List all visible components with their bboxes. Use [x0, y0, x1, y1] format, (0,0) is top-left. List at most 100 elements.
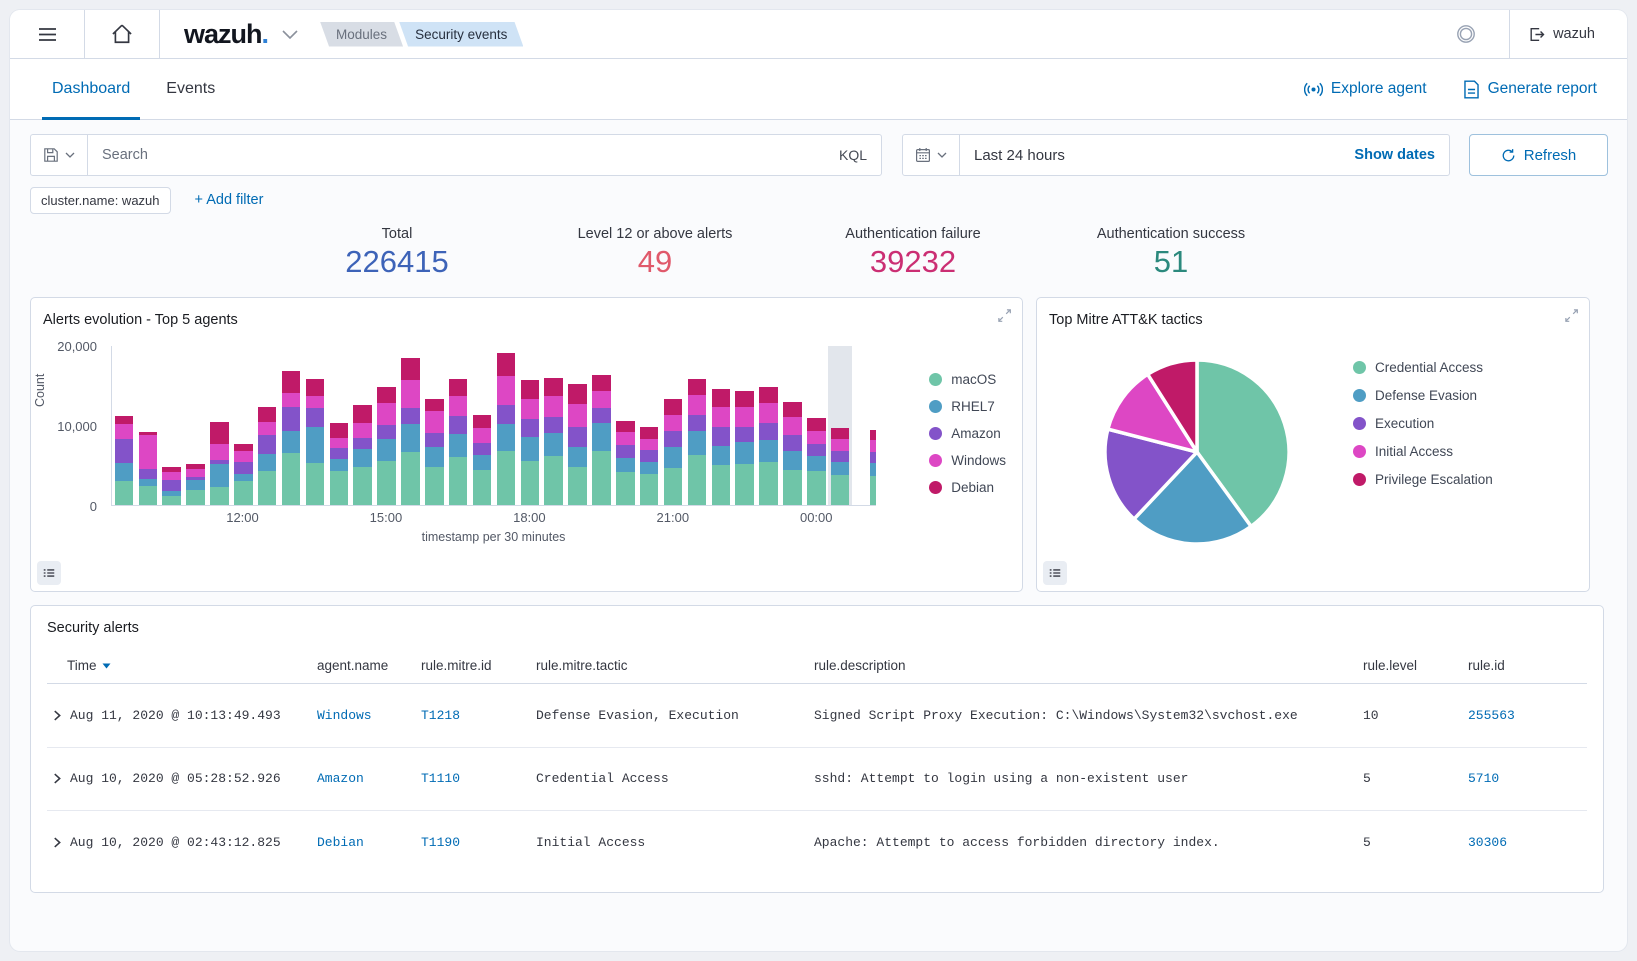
- bar-16:00[interactable]: [422, 346, 446, 505]
- cell-rule-id[interactable]: 5710: [1468, 771, 1500, 787]
- bar-10:00[interactable]: [136, 346, 160, 505]
- bar-16:30[interactable]: [446, 346, 470, 505]
- bar-12:30[interactable]: [255, 346, 279, 505]
- bar-15:00[interactable]: [375, 346, 399, 505]
- stat-value[interactable]: 49: [637, 244, 673, 279]
- legend-item-privilege-escalation[interactable]: Privilege Escalation: [1353, 472, 1493, 487]
- pie-slice-defense-evasion[interactable]: [1132, 450, 1253, 546]
- legend-item-execution[interactable]: Execution: [1353, 416, 1493, 431]
- bar-22:00[interactable]: [709, 346, 733, 505]
- cell-agent-name[interactable]: Debian: [317, 835, 364, 851]
- column-header-rule-level[interactable]: rule.level: [1363, 658, 1468, 673]
- legend-item-macOS[interactable]: macOS: [929, 372, 1006, 387]
- stat-value[interactable]: 39232: [869, 244, 957, 279]
- logout-user-button[interactable]: wazuh: [1510, 10, 1627, 58]
- bar-00:30[interactable]: [828, 346, 853, 505]
- refresh-button[interactable]: Refresh: [1469, 134, 1608, 176]
- column-header-rule-mitre-tactic[interactable]: rule.mitre.tactic: [536, 658, 814, 673]
- bar-19:00[interactable]: [566, 346, 590, 505]
- bar-11:30[interactable]: [208, 346, 232, 505]
- legend-item-credential-access[interactable]: Credential Access: [1353, 360, 1493, 375]
- bar-15:30[interactable]: [399, 346, 423, 505]
- bar-10:30[interactable]: [160, 346, 184, 505]
- kql-language-button[interactable]: KQL: [838, 147, 867, 163]
- bar-segment-Debian: [162, 467, 181, 473]
- breadcrumb-security-events[interactable]: Security events: [399, 22, 523, 47]
- bar-21:30[interactable]: [685, 346, 709, 505]
- bar-14:00[interactable]: [327, 346, 351, 505]
- bar-12:00[interactable]: [231, 346, 255, 505]
- column-header-time[interactable]: Time: [47, 658, 317, 673]
- cell-agent-name[interactable]: Amazon: [317, 771, 364, 787]
- tab-dashboard[interactable]: Dashboard: [42, 59, 141, 120]
- bar-segment-Debian: [281, 371, 301, 394]
- bar-segment-Amazon: [639, 449, 659, 462]
- bar-13:30[interactable]: [303, 346, 327, 505]
- bar-14:30[interactable]: [351, 346, 375, 505]
- bar-13:00[interactable]: [279, 346, 303, 505]
- bar-segment-RHEL7: [401, 424, 420, 453]
- legend-item-defense-evasion[interactable]: Defense Evasion: [1353, 388, 1493, 403]
- generate-report-button[interactable]: Generate report: [1463, 79, 1597, 99]
- column-header-rule-mitre-id[interactable]: rule.mitre.id: [421, 658, 536, 673]
- pie-slice-execution[interactable]: [1103, 427, 1199, 521]
- cell-agent-name[interactable]: Windows: [317, 707, 372, 723]
- time-range-value[interactable]: Last 24 hours: [974, 146, 1065, 164]
- bar-17:30[interactable]: [494, 346, 518, 505]
- row-expand-icon[interactable]: [53, 710, 62, 721]
- bar-00:00[interactable]: [804, 346, 828, 505]
- bar-21:00[interactable]: [661, 346, 685, 505]
- stat-value[interactable]: 51: [1153, 244, 1189, 279]
- show-dates-button[interactable]: Show dates: [1354, 147, 1435, 163]
- pie-slice-credential-access[interactable]: [1195, 358, 1291, 529]
- cell-mitre-id[interactable]: T1110: [421, 771, 461, 787]
- stat-value[interactable]: 226415: [345, 244, 449, 279]
- row-expand-icon[interactable]: [53, 773, 62, 784]
- breadcrumb-modules[interactable]: Modules: [320, 22, 403, 47]
- add-filter-button[interactable]: + Add filter: [194, 192, 264, 208]
- legend-item-Amazon[interactable]: Amazon: [929, 426, 1006, 441]
- explore-agent-button[interactable]: Explore agent: [1303, 80, 1427, 99]
- cell-rule-id[interactable]: 30306: [1468, 835, 1508, 851]
- cell-mitre-id[interactable]: T1218: [421, 707, 461, 723]
- bar-segment-macOS: [281, 453, 301, 505]
- bar-01:00[interactable]: [852, 346, 876, 505]
- bar-segment-Windows: [210, 444, 229, 461]
- filter-pill-cluster-name[interactable]: cluster.name: wazuh: [30, 186, 171, 214]
- health-status-button[interactable]: [1423, 10, 1509, 58]
- expand-icon[interactable]: [1564, 308, 1579, 323]
- legend-item-Windows[interactable]: Windows: [929, 453, 1006, 468]
- home-button[interactable]: [85, 10, 159, 58]
- pie-slice-privilege-escalation[interactable]: [1145, 358, 1199, 454]
- expand-icon[interactable]: [997, 308, 1012, 323]
- column-header-agent-name[interactable]: agent.name: [317, 658, 421, 673]
- bar-09:30[interactable]: [112, 346, 136, 505]
- row-expand-icon[interactable]: [53, 837, 62, 848]
- bar-18:00[interactable]: [518, 346, 542, 505]
- wazuh-logo[interactable]: wazuh.: [184, 10, 298, 58]
- bar-18:30[interactable]: [542, 346, 566, 505]
- tab-events[interactable]: Events: [166, 80, 216, 97]
- bar-23:30[interactable]: [781, 346, 805, 505]
- bar-17:00[interactable]: [470, 346, 494, 505]
- bar-22:30[interactable]: [733, 346, 757, 505]
- column-header-rule-description[interactable]: rule.description: [814, 658, 1363, 673]
- legend-toggle-button[interactable]: [1043, 561, 1067, 585]
- bar-20:30[interactable]: [637, 346, 661, 505]
- chevron-down-icon[interactable]: [282, 29, 298, 39]
- cell-rule-id[interactable]: 255563: [1468, 707, 1515, 723]
- bar-11:00[interactable]: [184, 346, 208, 505]
- bar-20:00[interactable]: [613, 346, 637, 505]
- legend-item-Debian[interactable]: Debian: [929, 480, 1006, 495]
- legend-toggle-button[interactable]: [37, 561, 61, 585]
- saved-query-menu-button[interactable]: [31, 135, 88, 175]
- column-header-rule-id[interactable]: rule.id: [1468, 658, 1587, 673]
- menu-button[interactable]: [10, 10, 84, 58]
- legend-item-RHEL7[interactable]: RHEL7: [929, 399, 1006, 414]
- search-input[interactable]: [88, 147, 825, 163]
- bar-19:30[interactable]: [590, 346, 614, 505]
- bar-23:00[interactable]: [757, 346, 781, 505]
- legend-item-initial-access[interactable]: Initial Access: [1353, 444, 1493, 459]
- date-quick-menu-button[interactable]: [903, 135, 960, 175]
- cell-mitre-id[interactable]: T1190: [421, 835, 461, 851]
